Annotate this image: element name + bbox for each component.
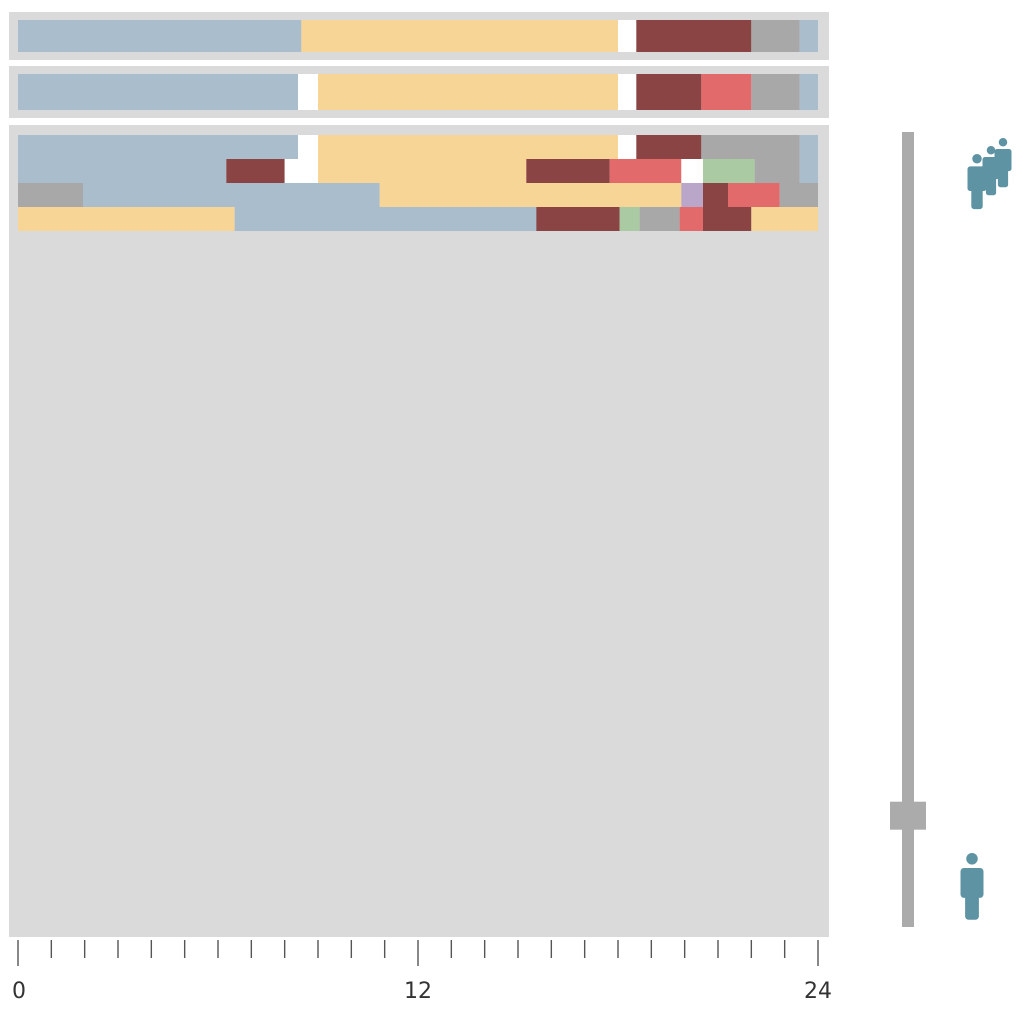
detail-segment-white[interactable]: [298, 135, 318, 159]
detail-segment-blue[interactable]: [18, 159, 227, 183]
detail-segment-red[interactable]: [679, 207, 703, 231]
summary-segment-white[interactable]: [618, 20, 637, 52]
x-axis-tick-label: 12: [404, 979, 432, 1004]
detail-row-0: [18, 135, 818, 159]
summary-segment-maroon[interactable]: [636, 74, 702, 110]
detail-segment-maroon[interactable]: [703, 183, 728, 207]
slider-track[interactable]: [902, 132, 914, 927]
summary-segment-red[interactable]: [701, 74, 752, 110]
summary-segment-blue[interactable]: [799, 74, 818, 110]
detail-segment-blue[interactable]: [18, 135, 298, 159]
summary-segment-blue[interactable]: [799, 20, 818, 52]
detail-segment-maroon[interactable]: [536, 207, 620, 231]
detail-panel: [9, 125, 829, 937]
detail-segment-gray[interactable]: [639, 207, 680, 231]
detail-segment-blue[interactable]: [83, 183, 380, 207]
detail-segment-yellow[interactable]: [751, 207, 818, 231]
summary-segment-gray[interactable]: [751, 74, 800, 110]
detail-segment-gray[interactable]: [18, 183, 83, 207]
detail-segment-gray[interactable]: [754, 159, 800, 183]
detail-row-2: [18, 183, 818, 207]
detail-segment-yellow[interactable]: [318, 135, 618, 159]
x-axis: 0 12 24: [12, 940, 832, 1004]
detail-segment-red[interactable]: [609, 159, 682, 183]
people-slider[interactable]: [890, 132, 1012, 927]
detail-segment-blue[interactable]: [799, 159, 818, 183]
summary-segment-white[interactable]: [298, 74, 318, 110]
detail-segment-blue[interactable]: [799, 135, 818, 159]
detail-segment-maroon[interactable]: [226, 159, 285, 183]
detail-segment-gray[interactable]: [701, 135, 800, 159]
detail-segment-green[interactable]: [619, 207, 640, 231]
summary-segment-yellow[interactable]: [301, 20, 618, 52]
x-axis-tick-label: 0: [12, 979, 26, 1004]
detail-segment-gray[interactable]: [779, 183, 818, 207]
slider-handle[interactable]: [890, 801, 926, 830]
detail-segment-yellow[interactable]: [318, 159, 527, 183]
detail-segment-maroon[interactable]: [703, 207, 752, 231]
detail-segment-white[interactable]: [681, 159, 703, 183]
detail-segment-red[interactable]: [728, 183, 780, 207]
detail-segment-yellow[interactable]: [379, 183, 682, 207]
group-of-people-icon[interactable]: [967, 138, 1012, 210]
detail-row-3: [18, 207, 818, 231]
detail-segment-maroon[interactable]: [636, 135, 702, 159]
summary-segment-blue[interactable]: [18, 74, 298, 110]
detail-segment-maroon[interactable]: [526, 159, 610, 183]
summary-segment-white[interactable]: [618, 74, 637, 110]
summary-panels: [9, 12, 829, 118]
detail-segment-white[interactable]: [618, 135, 637, 159]
x-axis-tick-label: 24: [804, 979, 832, 1004]
summary-row-1: [18, 74, 818, 110]
summary-segment-blue[interactable]: [18, 20, 302, 52]
summary-segment-gray[interactable]: [751, 20, 800, 52]
detail-segment-blue[interactable]: [234, 207, 537, 231]
detail-segment-yellow[interactable]: [18, 207, 235, 231]
detail-panel-background: [9, 125, 829, 937]
detail-row-1: [18, 159, 818, 183]
detail-segment-purple[interactable]: [681, 183, 703, 207]
detail-segment-green[interactable]: [703, 159, 755, 183]
single-person-icon[interactable]: [960, 853, 984, 920]
summary-row-0: [18, 20, 818, 52]
summary-segment-yellow[interactable]: [318, 74, 618, 110]
summary-segment-maroon[interactable]: [636, 20, 752, 52]
detail-segment-white[interactable]: [284, 159, 318, 183]
